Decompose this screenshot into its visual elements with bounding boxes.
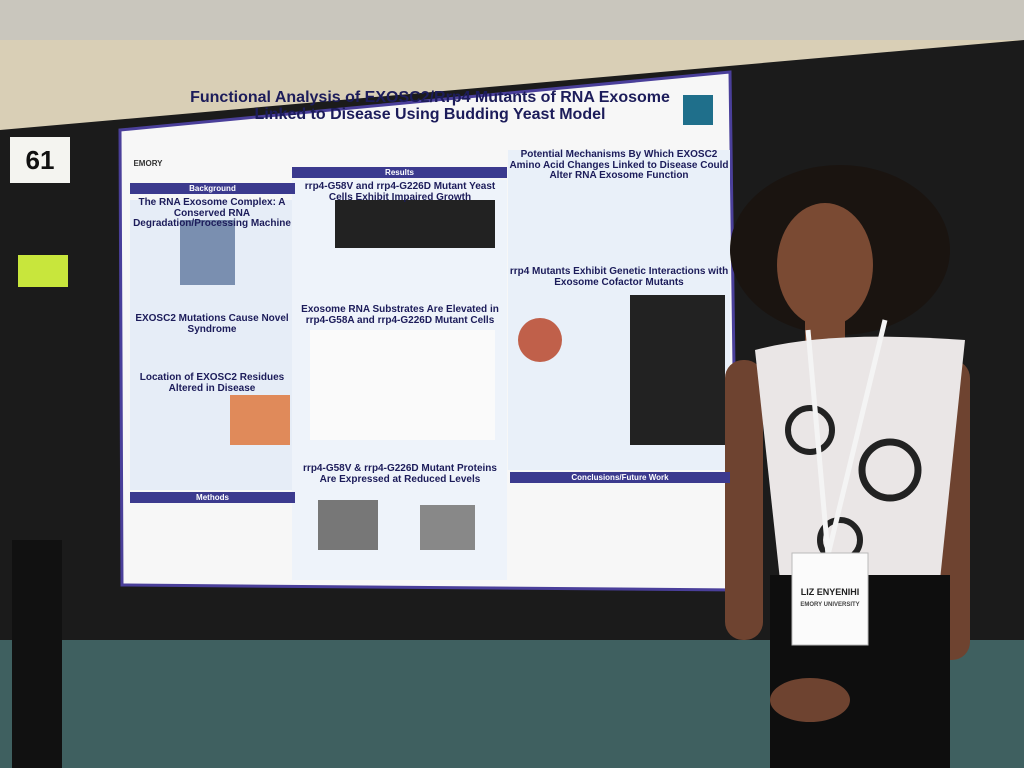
- blouse: [755, 336, 965, 580]
- blouse-pattern: [785, 405, 835, 455]
- section-heading: The RNA Exosome Complex: A Conserved RNA…: [133, 197, 291, 229]
- figure: [420, 505, 475, 550]
- booth-number: 61: [25, 145, 55, 175]
- poster-icon: [683, 95, 713, 125]
- figure: [230, 395, 290, 445]
- poster-logo: EMORY: [133, 159, 163, 168]
- section-bar: Methods: [130, 492, 295, 503]
- figure: [318, 500, 378, 550]
- figure: [180, 220, 235, 285]
- figure: [335, 200, 495, 248]
- section-heading: rrp4 Mutants Exhibit Genetic Interaction…: [509, 266, 729, 288]
- blouse-pattern: [858, 438, 922, 502]
- section-heading: EXOSC2 Mutations Cause Novel Syndrome: [135, 313, 289, 335]
- badge-affiliation: EMORY UNIVERSITY: [800, 602, 860, 608]
- face: [777, 203, 873, 327]
- arm: [725, 360, 763, 640]
- section-bar: Results: [292, 167, 507, 178]
- figure: [630, 295, 725, 445]
- section-bar: Conclusions/Future Work: [510, 472, 730, 483]
- stanchion: [12, 540, 62, 768]
- figure: [310, 330, 495, 440]
- section-heading: rrp4-G58V and rrp4-G226D Mutant Yeast Ce…: [304, 181, 496, 203]
- section-heading: Potential Mechanisms By Which EXOSC2 Ami…: [509, 149, 729, 181]
- badge-name: LIZ ENYENIHI: [800, 587, 860, 597]
- hands: [770, 678, 850, 722]
- badge: [791, 552, 869, 646]
- section-heading: rrp4-G58V & rrp4-G226D Mutant Proteins A…: [303, 463, 497, 485]
- section-bar: Background: [130, 183, 295, 194]
- section-heading: Exosome RNA Substrates Are Elevated in r…: [301, 304, 499, 326]
- figure: [518, 318, 562, 362]
- sticky-note: [18, 255, 68, 287]
- poster-title: Functional Analysis of EXOSC2/Rrp4 Mutan…: [190, 89, 670, 123]
- section-heading: Location of EXOSC2 Residues Altered in D…: [139, 372, 285, 394]
- booth-number-card: [10, 137, 70, 183]
